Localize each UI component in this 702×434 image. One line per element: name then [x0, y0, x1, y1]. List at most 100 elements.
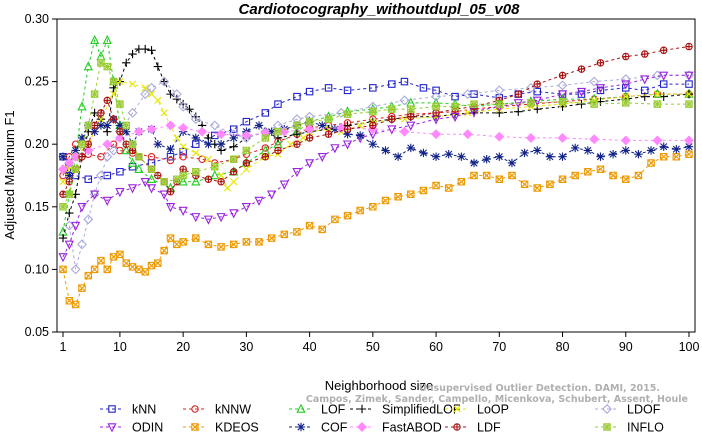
- legend-item-cof: COF: [289, 421, 348, 434]
- data-point-inflo: [103, 62, 112, 71]
- data-point-inflo: [90, 90, 99, 98]
- data-point-cof: [122, 127, 131, 136]
- data-point-odin: [387, 125, 397, 135]
- legend-swatch-marker: [107, 423, 117, 433]
- data-point-odin: [178, 206, 188, 216]
- data-point-kdeos: [229, 240, 238, 249]
- data-point-odin: [64, 240, 74, 250]
- data-point-cof: [267, 127, 276, 136]
- plot-frame: [56, 18, 696, 333]
- data-point-ldof: [64, 220, 75, 231]
- data-point-kdeos: [331, 215, 339, 224]
- data-point-ldf: [128, 146, 137, 155]
- data-point-lof: [83, 61, 93, 71]
- watermark-line-1: Unsupervised Outlier Detection. DAMI, 20…: [419, 383, 660, 394]
- series-line-ldf: [62, 46, 690, 195]
- data-point-inflo: [274, 127, 282, 136]
- data-point-fastabod: [64, 158, 75, 168]
- data-point-lof: [652, 88, 662, 98]
- data-point-cof: [634, 150, 643, 159]
- data-point-kdeos: [546, 180, 554, 189]
- data-point-simplifiedlof: [141, 44, 150, 54]
- y-axis: 0.05 0.10 0.15 0.20 0.25 0.30: [25, 12, 57, 339]
- y-tick-label: 0.10: [25, 262, 49, 276]
- data-point-simplifiedlof: [229, 142, 238, 151]
- data-point-inflo: [685, 100, 693, 108]
- data-point-ldf: [596, 59, 605, 67]
- data-point-cof: [520, 148, 529, 158]
- data-point-odin: [146, 184, 157, 194]
- legend-swatch-marker: [191, 423, 199, 431]
- legend-label: LOF: [321, 403, 346, 417]
- data-point-odin: [621, 80, 631, 90]
- data-point-loop: [685, 90, 693, 98]
- data-point-inflo: [128, 140, 137, 148]
- data-point-cof: [153, 140, 163, 149]
- data-point-knn: [103, 171, 112, 180]
- data-point-odin: [216, 213, 226, 223]
- data-point-inflo: [229, 155, 238, 163]
- data-point-knn: [274, 100, 282, 108]
- data-point-kdeos: [381, 196, 390, 205]
- data-point-ldf: [305, 134, 314, 142]
- data-point-simplifiedlof: [153, 62, 163, 71]
- data-point-knn: [166, 152, 175, 161]
- data-point-kdeos: [242, 238, 251, 246]
- data-point-fastabod: [216, 129, 227, 140]
- data-point-knnw: [179, 152, 187, 161]
- legend-label: kNNW: [215, 403, 251, 417]
- data-point-knn: [400, 77, 409, 86]
- legend: kNN kNNW LOF SimplifiedLOF LoOP LDOF ODIN KDEOS…: [100, 403, 664, 434]
- legend-label: KDEOS: [215, 421, 259, 434]
- data-point-knn: [147, 159, 156, 167]
- data-point-ldf: [407, 112, 415, 121]
- data-point-kdeos: [343, 211, 352, 220]
- data-point-knn: [293, 92, 301, 101]
- data-point-loop: [147, 90, 156, 98]
- data-point-kdeos: [533, 184, 541, 192]
- data-point-fastabod: [241, 130, 252, 141]
- data-point-kdeos: [558, 175, 567, 184]
- data-point-odin: [140, 178, 150, 188]
- data-point-simplifiedlof: [640, 92, 649, 101]
- data-point-ldof: [108, 145, 119, 156]
- data-point-inflo: [470, 100, 478, 108]
- data-point-ldf: [122, 140, 130, 148]
- data-point-knn: [533, 87, 541, 96]
- data-point-lof: [134, 163, 144, 173]
- data-point-kdeos: [173, 240, 181, 249]
- data-point-loop: [204, 155, 213, 163]
- data-point-cof: [191, 133, 200, 143]
- data-point-cof: [419, 148, 428, 158]
- data-point-ldf: [90, 121, 99, 130]
- data-point-loop: [242, 165, 250, 173]
- data-point-ldf: [229, 168, 238, 176]
- legend-swatch-marker: [296, 422, 306, 432]
- x-axis-label: Neighborhood size: [325, 378, 433, 393]
- data-point-kdeos: [103, 265, 112, 274]
- data-point-cof: [558, 152, 567, 161]
- data-point-odin: [203, 215, 214, 225]
- legend-label: LDF: [477, 421, 501, 434]
- data-point-ldf: [59, 190, 67, 198]
- data-point-kdeos: [647, 159, 655, 167]
- data-point-cof: [204, 140, 213, 149]
- legend-item-fastabod: FastABOD: [350, 421, 442, 434]
- data-point-ldf: [577, 65, 586, 73]
- data-point-loop: [179, 143, 187, 151]
- data-point-cof: [343, 129, 352, 139]
- data-point-knn: [324, 84, 333, 92]
- data-point-ldof: [102, 151, 113, 162]
- legend-label: SimplifiedLOF: [382, 403, 461, 417]
- data-point-kdeos: [584, 167, 592, 176]
- legend-swatch-marker: [191, 405, 199, 413]
- data-point-cof: [482, 155, 491, 164]
- data-point-lof: [146, 173, 157, 184]
- data-point-cof: [166, 145, 175, 154]
- data-point-loop: [109, 90, 118, 98]
- series-line-kdeos: [62, 153, 690, 306]
- data-point-odin: [71, 221, 81, 232]
- y-tick-label: 0.05: [25, 325, 49, 339]
- data-point-fastabod: [494, 131, 505, 142]
- data-point-odin: [532, 96, 542, 106]
